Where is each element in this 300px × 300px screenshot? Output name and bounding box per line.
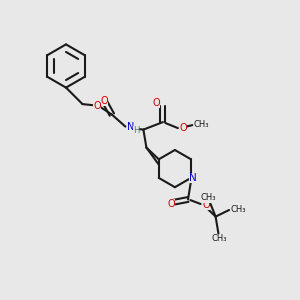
Text: CH₃: CH₃ [231, 205, 246, 214]
Text: CH₃: CH₃ [212, 234, 227, 243]
Text: O: O [167, 199, 175, 209]
Text: O: O [93, 100, 101, 111]
Text: N: N [127, 122, 134, 133]
Text: O: O [179, 123, 187, 133]
Text: O: O [202, 200, 210, 210]
Text: N: N [189, 173, 196, 183]
Text: O: O [152, 98, 160, 108]
Text: O: O [100, 96, 108, 106]
Text: H: H [133, 126, 139, 135]
Text: CH₃: CH₃ [201, 194, 217, 202]
Text: CH₃: CH₃ [194, 120, 209, 129]
